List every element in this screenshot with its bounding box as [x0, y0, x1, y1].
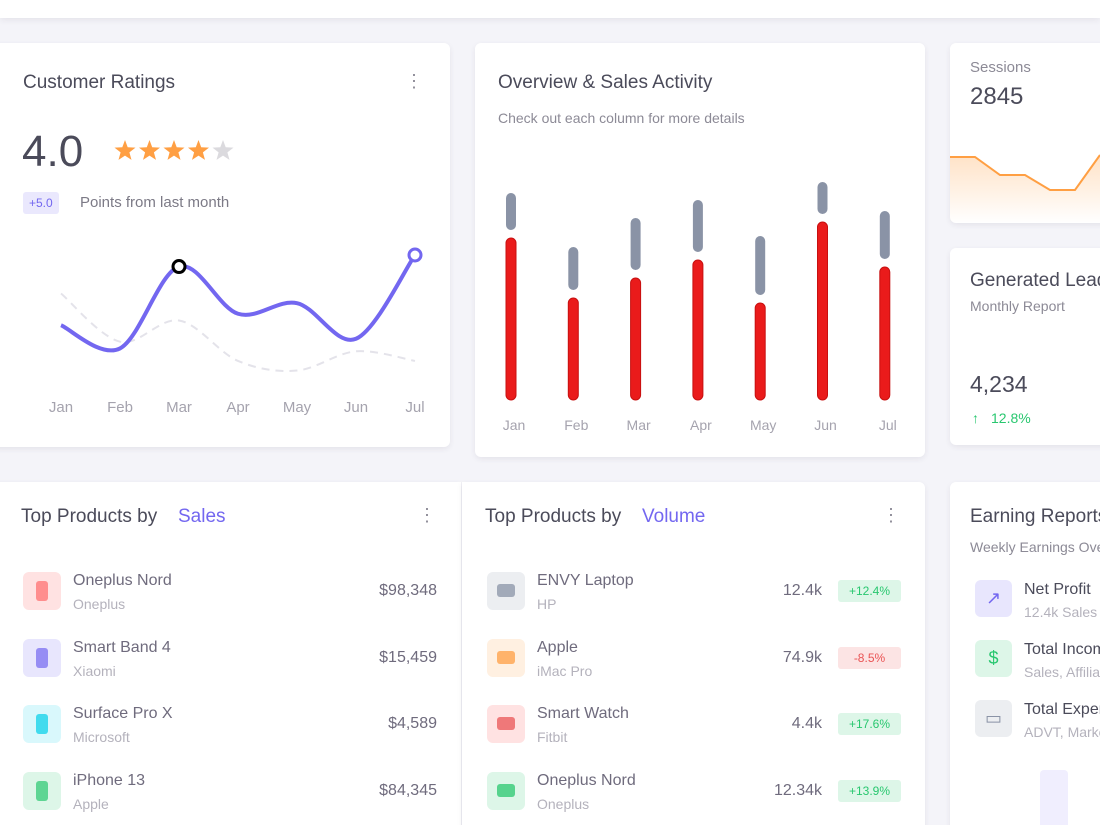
card-title-highlight: Sales [178, 506, 226, 527]
product-name: Oneplus Nord [537, 771, 636, 789]
product-icon [23, 771, 61, 810]
earning-icon: ▭ [975, 700, 1012, 737]
badge: +5.0 [23, 192, 59, 214]
card-title: Sessions [970, 59, 1031, 76]
product-value: $4,589 [388, 715, 437, 732]
product-name: ENVY Laptop [537, 572, 634, 589]
product-brand: HP [537, 596, 557, 612]
product-brand: Oneplus [73, 596, 126, 612]
earning-icon: ↗ [975, 580, 1012, 617]
product-name: Smart Band 4 [73, 638, 171, 656]
ratings-card [0, 43, 450, 447]
card-title: Top Products by [21, 506, 158, 527]
product-icon [487, 572, 525, 610]
earning-detail: ADVT, Marketing [1024, 724, 1100, 740]
product-name: Apple [537, 638, 578, 656]
change-arrow: ↑ [972, 410, 979, 426]
badge-text: Points from last month [80, 194, 230, 211]
product-value: $98,348 [379, 582, 437, 599]
leads-card [950, 248, 1100, 445]
product-brand: Apple [73, 795, 109, 812]
menu-button[interactable]: ⋮ [418, 505, 436, 525]
card-subtitle: Weekly Earnings Overview [970, 539, 1100, 555]
earning-name: Total Expenses [1024, 701, 1100, 718]
stat-value: 4,234 [970, 371, 1028, 397]
earning-name: Total Income [1024, 641, 1100, 658]
stat-value: 2845 [970, 83, 1024, 110]
product-value: 12.4k [782, 582, 822, 599]
product-name: Smart Watch [537, 705, 629, 722]
product-value: 4.4k [791, 715, 822, 732]
menu-button[interactable]: ⋮ [882, 505, 900, 525]
overview-card [475, 43, 925, 457]
earning-icon: $ [975, 640, 1012, 677]
change-badge: +12.4% [838, 580, 901, 602]
product-name: Oneplus Nord [73, 572, 172, 589]
product-brand: iMac Pro [537, 662, 593, 679]
card-title: Top Products by [485, 506, 622, 527]
product-brand: Fitbit [537, 729, 568, 745]
change-badge: -8.5% [838, 646, 901, 669]
earning-detail: 12.4k Sales [1024, 604, 1098, 620]
menu-button[interactable]: ⋮ [405, 71, 423, 91]
card-subtitle: Monthly Report [970, 298, 1065, 314]
card-title-highlight: Volume [642, 506, 706, 527]
product-value: 12.34k [773, 781, 822, 799]
product-value: 74.9k [782, 648, 822, 666]
product-value: $84,345 [379, 781, 437, 799]
product-brand: Microsoft [73, 729, 130, 745]
product-icon [487, 638, 525, 677]
product-name: iPhone 13 [73, 771, 146, 789]
product-icon [23, 638, 61, 677]
top-bar [0, 0, 1100, 18]
product-brand: Xiaomi [73, 662, 116, 679]
card-title: Generated Leads [970, 270, 1100, 291]
change-badge: +13.9% [838, 779, 901, 802]
product-value: $15,459 [379, 648, 437, 666]
earning-name: Net Profit [1024, 581, 1091, 598]
card-title: Overview & Sales Activity [498, 72, 713, 93]
change-badge: +17.6% [838, 713, 901, 735]
change-value: 12.8% [991, 410, 1031, 426]
card-subtitle: Check out each column for more details [498, 110, 745, 126]
sales-card [0, 482, 461, 825]
product-brand: Oneplus [537, 795, 590, 812]
product-icon [487, 705, 525, 743]
earning-bar-decoration [1040, 770, 1068, 825]
rating-value: 4.0 [22, 127, 84, 176]
product-icon [487, 771, 525, 810]
product-name: Surface Pro X [73, 705, 173, 722]
earning-detail: Sales, Affiliation [1024, 664, 1100, 680]
card-title: Customer Ratings [23, 72, 176, 93]
product-icon [23, 572, 61, 610]
card-title: Earning Reports [970, 506, 1100, 527]
product-icon [23, 705, 61, 743]
